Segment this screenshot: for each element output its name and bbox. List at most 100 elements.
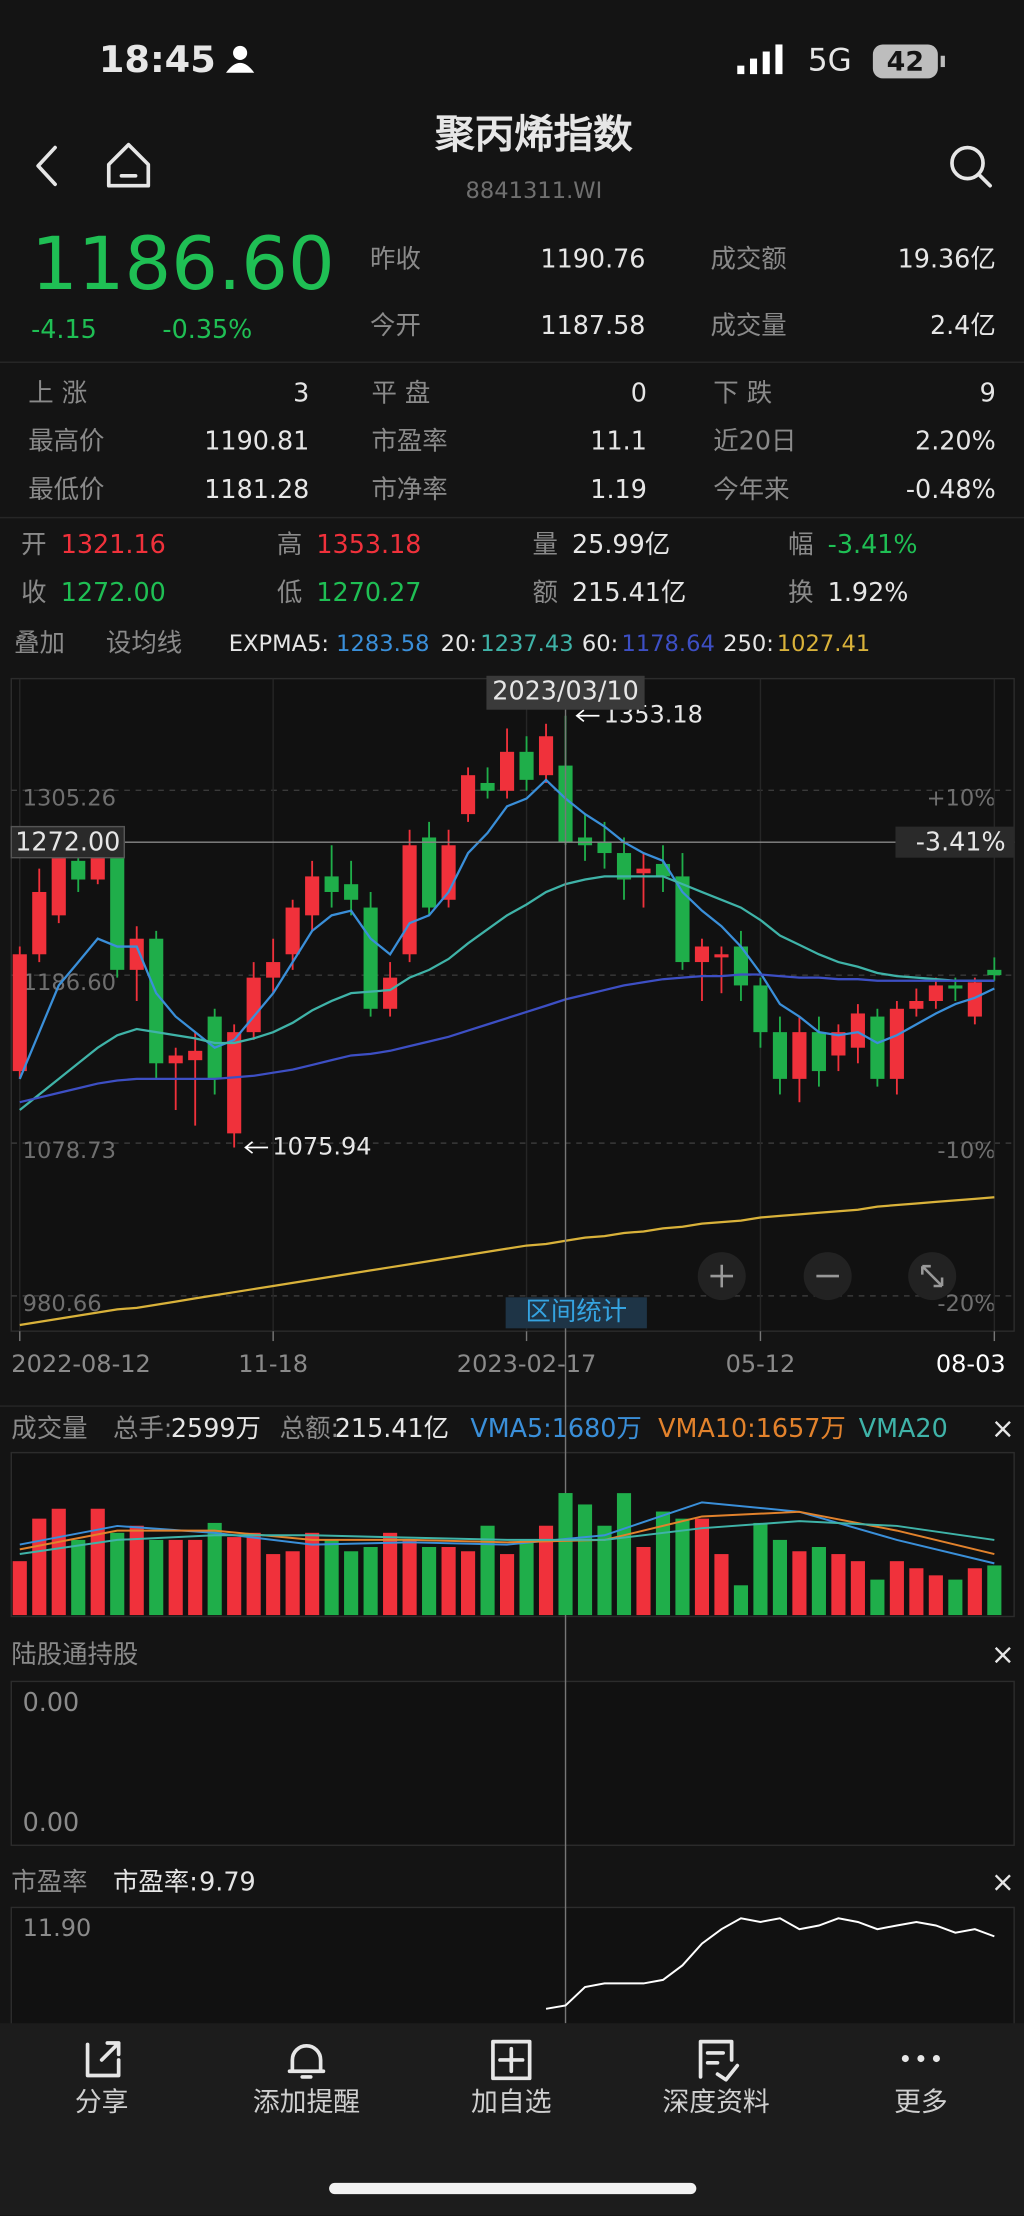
ma-line	[18, 778, 995, 1080]
stat-value: 2.20%	[915, 426, 996, 456]
quote-label: 今开	[370, 310, 421, 340]
info-label: 量	[532, 529, 557, 559]
volume-bar	[597, 1525, 612, 1616]
share-icon	[85, 2041, 121, 2078]
volume-bar	[207, 1522, 222, 1616]
vma-legend-name: VMA5:	[470, 1413, 551, 1443]
candle-body	[675, 876, 690, 963]
candle-body	[792, 1032, 807, 1079]
nav-item[interactable]: 加自选	[471, 2087, 551, 2118]
candle-body	[538, 736, 554, 776]
candle-body	[227, 1032, 242, 1134]
nav: 分享 添加提醒 加自选 深度资料 更多	[75, 2087, 948, 2118]
close-button[interactable]: ×	[991, 1638, 1015, 1671]
candle-body	[32, 891, 47, 955]
info-value: 1321.16	[61, 529, 166, 559]
legend-name: EXPMA5:	[229, 631, 329, 657]
info-value: -3.41%	[828, 529, 918, 559]
candle-body	[850, 1013, 865, 1048]
info-label: 额	[532, 577, 557, 607]
stat-label: 最低价	[28, 474, 104, 504]
info-value: 1270.27	[316, 577, 421, 607]
volume-bar	[12, 1561, 27, 1616]
chart-button-icon	[921, 1264, 944, 1288]
alert-icon	[287, 2044, 326, 2079]
price-change-pct: -0.35%	[162, 314, 252, 344]
candle-body	[967, 982, 982, 1017]
volume-bar	[831, 1554, 846, 1616]
signal-icon	[737, 44, 783, 75]
tab[interactable]: 设均线	[106, 628, 182, 658]
quote-label: 成交量	[710, 310, 786, 340]
candle-body	[110, 857, 125, 970]
profile-icon	[698, 2039, 740, 2082]
volume-bar	[850, 1561, 865, 1616]
ma-line	[19, 875, 995, 1111]
candle-body	[597, 842, 612, 854]
nav-item[interactable]: 更多	[894, 2087, 948, 2118]
stat-value: 1190.81	[204, 426, 309, 456]
volume-bar	[714, 1554, 729, 1616]
vma-line	[19, 1520, 995, 1556]
volume-bar	[110, 1532, 125, 1616]
info-label: 换	[788, 577, 813, 607]
candle-body	[636, 868, 651, 874]
candle-body	[305, 876, 320, 916]
ma-line	[19, 1196, 995, 1327]
volume-bar	[616, 1493, 632, 1616]
vma-legend-name: VMA20	[859, 1413, 948, 1443]
stat-value: 11.1	[590, 426, 647, 456]
volume-bar	[227, 1537, 242, 1616]
volume-bar	[928, 1575, 943, 1616]
range-stats-label: 区间统计	[525, 1296, 627, 1326]
volume-label-value: 215.41亿	[335, 1413, 449, 1443]
holding-title: 陆股通持股	[11, 1639, 138, 1669]
candle-body	[928, 985, 943, 1002]
volume-bar	[266, 1554, 281, 1616]
legend-value: 1027.41	[777, 631, 870, 657]
stat-value: 1.19	[590, 474, 647, 504]
volume-title: 成交量	[11, 1413, 87, 1443]
candle-body	[948, 985, 963, 989]
volume-bar	[967, 1568, 982, 1616]
y-tick-label: 1305.26	[23, 785, 116, 811]
quote-value: 1187.58	[540, 310, 645, 340]
crosshair-date: 2023/03/10	[492, 676, 638, 706]
candle-body	[363, 907, 378, 1009]
vma-legend-value: 1657万	[756, 1413, 846, 1443]
stat-value: 0	[631, 378, 647, 408]
volume-bar	[129, 1525, 144, 1616]
candle-body	[811, 1032, 826, 1072]
volume-bar	[889, 1561, 904, 1616]
back-button[interactable]	[36, 145, 57, 187]
nav-item[interactable]: 分享	[75, 2087, 129, 2118]
candle-body	[149, 938, 164, 1064]
pe-title: 市盈率	[11, 1866, 87, 1896]
candle-body	[168, 1055, 183, 1064]
search-button[interactable]	[950, 145, 992, 188]
crosshair-price-box	[10, 825, 125, 859]
close-button[interactable]: ×	[991, 1412, 1015, 1445]
y-tick-label-right: +10%	[927, 785, 996, 811]
x-tick-label: 2022-08-12	[11, 1350, 150, 1378]
range-stats-button[interactable]	[505, 1297, 647, 1329]
stat-label: 市净率	[371, 474, 447, 504]
stat-value: 9	[980, 378, 996, 408]
pe-legend-value: 9.79	[199, 1866, 256, 1896]
candle-body	[889, 1008, 904, 1079]
tab[interactable]: 叠加	[14, 628, 65, 658]
crosshair-date-box	[486, 675, 645, 710]
close-button[interactable]: ×	[991, 1865, 1015, 1898]
stat-value: -0.48%	[906, 474, 996, 504]
x-tick-label: 05-12	[726, 1350, 796, 1378]
candle-body	[12, 954, 27, 1072]
volume-bar	[733, 1585, 749, 1616]
home-button[interactable]	[106, 142, 151, 188]
page-title: 聚丙烯指数	[434, 112, 633, 158]
nav-item[interactable]: 深度资料	[662, 2087, 769, 2118]
candle-body	[577, 837, 593, 846]
nav-item[interactable]: 添加提醒	[253, 2087, 360, 2118]
candle-body	[461, 775, 476, 815]
volume-bar	[383, 1532, 398, 1616]
price-change: -4.15	[31, 314, 97, 344]
